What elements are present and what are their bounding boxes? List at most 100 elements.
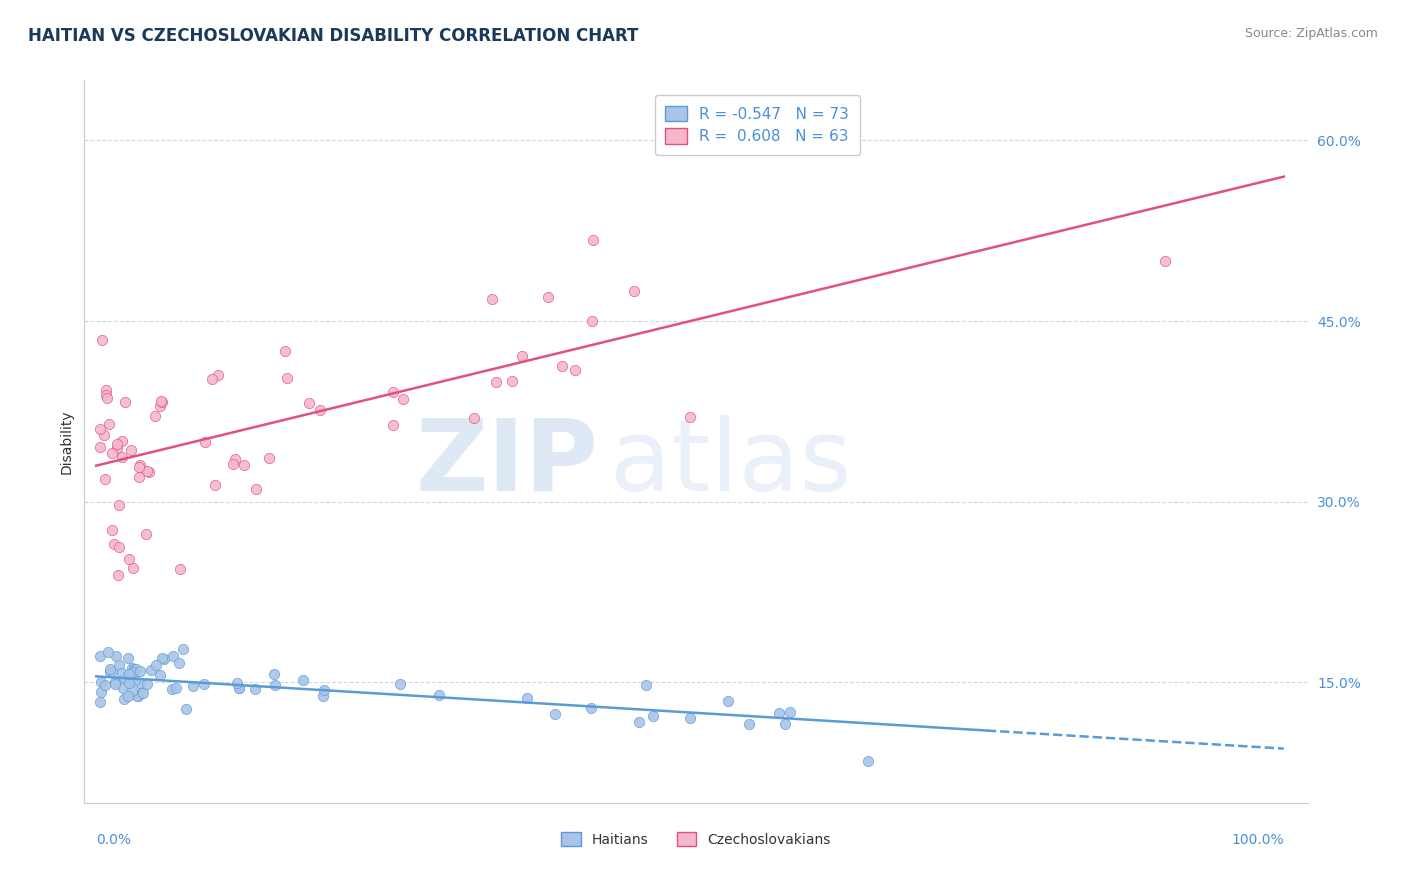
Point [679, 410, 702, 425]
Point [152, 652, 174, 666]
Point [100, 665, 122, 680]
Point [118, 667, 141, 681]
Point [128, 459, 150, 474]
Point [111, 434, 134, 449]
Text: Source: ZipAtlas.com: Source: ZipAtlas.com [1244, 27, 1378, 40]
Text: ZIP: ZIP [415, 415, 598, 512]
Point [90, 675, 112, 690]
Point [117, 650, 139, 665]
Point [224, 451, 246, 466]
Point [768, 706, 790, 720]
Point [564, 363, 586, 377]
Point [89, 440, 111, 454]
Point [481, 292, 503, 306]
Point [773, 717, 796, 731]
Point [581, 314, 603, 328]
Point [389, 676, 412, 690]
Point [194, 435, 217, 450]
Point [204, 478, 226, 492]
Point [127, 689, 149, 703]
Point [93, 428, 115, 442]
Point [107, 441, 129, 455]
Point [131, 685, 153, 699]
Point [382, 385, 405, 400]
Point [628, 714, 651, 729]
Point [97, 417, 120, 432]
Point [129, 676, 152, 690]
Point [274, 343, 297, 358]
Point [121, 684, 143, 698]
Point [717, 694, 740, 708]
Text: 100.0%: 100.0% [1232, 833, 1284, 847]
Point [312, 689, 335, 703]
Point [243, 681, 266, 696]
Point [516, 691, 538, 706]
Point [172, 642, 194, 657]
Point [93, 678, 115, 692]
Point [263, 667, 285, 681]
Point [103, 537, 125, 551]
Point [120, 673, 142, 687]
Point [149, 399, 172, 413]
Point [245, 483, 267, 497]
Point [120, 443, 142, 458]
Point [160, 682, 183, 697]
Point [101, 523, 124, 537]
Point [382, 417, 405, 432]
Point [149, 667, 172, 681]
Point [145, 409, 167, 423]
Point [104, 677, 127, 691]
Point [200, 372, 222, 386]
Point [391, 392, 413, 406]
Point [107, 658, 129, 673]
Point [118, 552, 141, 566]
Point [100, 446, 122, 460]
Point [129, 458, 152, 473]
Point [174, 702, 197, 716]
Point [150, 651, 173, 665]
Point [551, 359, 574, 373]
Point [129, 664, 152, 678]
Point [135, 527, 157, 541]
Point [112, 681, 135, 695]
Point [193, 677, 215, 691]
Point [298, 396, 321, 410]
Point [108, 540, 131, 554]
Point [145, 657, 167, 672]
Point [582, 233, 605, 247]
Point [166, 681, 188, 695]
Text: atlas: atlas [610, 415, 852, 512]
Point [167, 656, 190, 670]
Legend: R = -0.547   N = 73, R =  0.608   N = 63: R = -0.547 N = 73, R = 0.608 N = 63 [655, 95, 859, 154]
Point [96, 387, 118, 401]
Point [169, 562, 191, 576]
Point [225, 675, 247, 690]
Point [89, 422, 111, 436]
Point [112, 671, 135, 685]
Point [233, 458, 256, 473]
Point [138, 465, 160, 479]
Point [121, 561, 143, 575]
Point [264, 677, 287, 691]
Point [101, 665, 124, 679]
Point [114, 669, 136, 683]
Point [738, 716, 761, 731]
Point [104, 674, 127, 689]
Point [228, 681, 250, 695]
Point [117, 689, 139, 703]
Point [89, 695, 111, 709]
Point [429, 689, 451, 703]
Point [90, 685, 112, 699]
Point [312, 682, 335, 697]
Point [152, 395, 174, 409]
Point [276, 371, 298, 385]
Point [127, 689, 149, 703]
Point [643, 709, 665, 723]
Point [118, 675, 141, 690]
Point [579, 700, 602, 714]
Point [125, 662, 148, 676]
Point [136, 464, 159, 478]
Point [124, 673, 146, 687]
Point [96, 391, 118, 405]
Point [98, 662, 121, 676]
